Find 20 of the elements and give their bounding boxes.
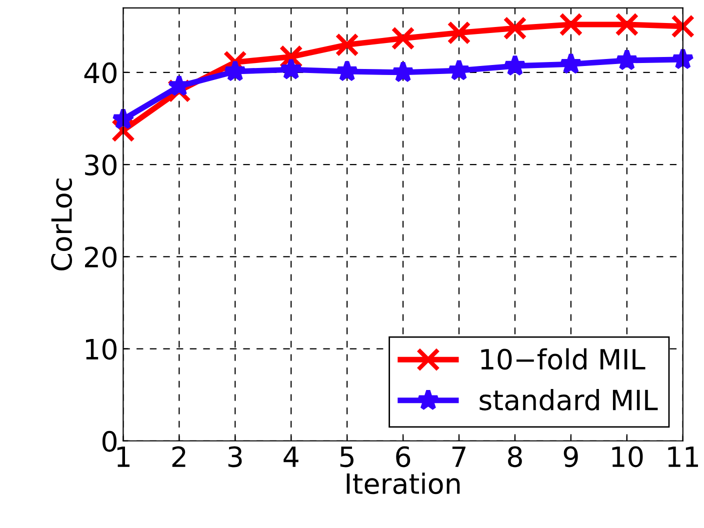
x-axis-title: Iteration	[346, 472, 460, 494]
y-tick-label: 20	[85, 246, 116, 268]
x-tick-label: 5	[340, 446, 354, 468]
x-tick-label: 9	[564, 446, 578, 468]
legend-label: 10−fold MIL	[481, 348, 646, 370]
legend-label: standard MIL	[480, 388, 658, 410]
x-tick-label: 7	[452, 446, 466, 467]
x-tick-label: 11	[668, 446, 698, 467]
x-tick-label: 4	[284, 446, 298, 467]
y-tick-label: 10	[86, 338, 116, 360]
x-tick-label: 10	[612, 446, 643, 468]
x-tick-label: 8	[508, 446, 522, 468]
y-axis-title: CorLoc	[51, 178, 72, 270]
x-tick-label: 2	[172, 446, 186, 467]
x-tick-label: 1	[117, 446, 130, 467]
y-tick-label: 0	[102, 430, 116, 452]
x-tick-label: 6	[396, 446, 410, 468]
y-tick-label: 30	[85, 154, 116, 176]
y-tick-label: 40	[84, 62, 116, 84]
x-tick-label: 3	[228, 446, 242, 468]
